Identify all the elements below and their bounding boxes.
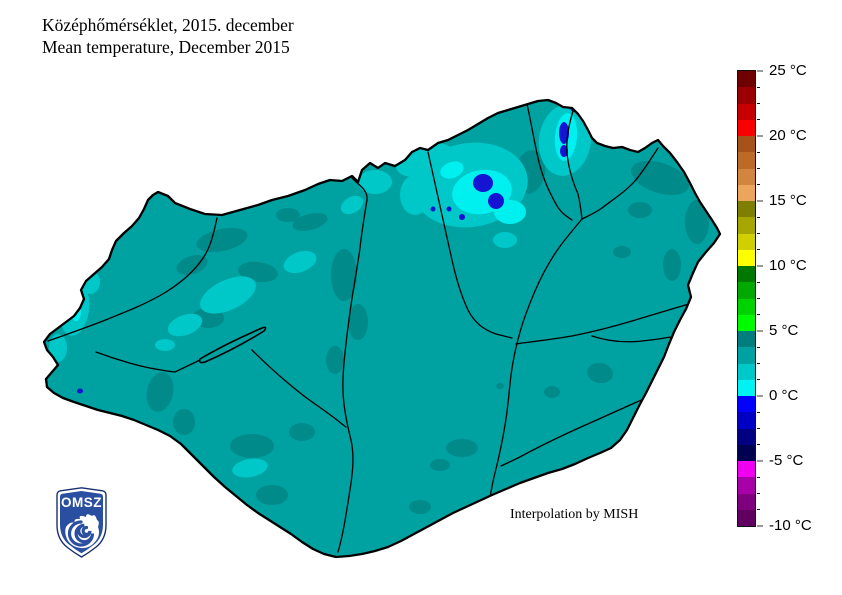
colorbar-segment: [738, 347, 755, 364]
colorbar-minor-tick: [757, 184, 760, 186]
colorbar-tick-label: 0 °C: [769, 387, 799, 404]
colorbar-segment: [738, 152, 755, 169]
logo-text: OMSZ: [61, 495, 102, 510]
colorbar-segment: [738, 103, 755, 120]
colorbar-segment: [738, 461, 755, 478]
colorbar-segment: [738, 493, 755, 510]
colorbar-major-tick: [757, 200, 763, 202]
colorbar-segment: [738, 331, 755, 348]
interpolation-note: Interpolation by MISH: [510, 507, 639, 522]
colorbar-minor-tick: [757, 428, 760, 429]
colorbar-segment: [738, 444, 755, 461]
colorbar-segment: [738, 119, 755, 136]
colorbar-segment: [738, 184, 755, 201]
colorbar-minor-tick: [757, 493, 760, 494]
colorbar-tick-label: 20 °C: [769, 127, 807, 144]
colorbar-segment: [738, 379, 755, 396]
colorbar-segment: [738, 298, 755, 315]
title-english: Mean temperature, December 2015: [42, 37, 290, 57]
colorbar-minor-tick: [757, 298, 760, 299]
river-koros: [515, 302, 693, 345]
colorbar-segment: [738, 87, 755, 104]
logo-wave-icon: [65, 514, 99, 549]
river-zala: [95, 351, 201, 373]
colorbar-segment: [738, 136, 755, 153]
river-sio: [251, 349, 347, 428]
river-danube: [337, 177, 368, 553]
colorbar-segment: [738, 282, 755, 299]
colorbar-tick-label: 25 °C: [769, 62, 807, 79]
river-tisza: [489, 218, 583, 498]
colorbar-major-tick: [757, 70, 763, 72]
colorbar-segment: [738, 201, 755, 218]
colorbar-tick-label: 10 °C: [769, 257, 807, 274]
colorbar-segment: [738, 71, 755, 88]
colorbar-segment: [738, 428, 755, 445]
colorbar-segment: [738, 266, 755, 283]
colorbar-segment: [738, 233, 755, 250]
colorbar-minor-tick: [757, 444, 760, 446]
rivers: [47, 103, 702, 553]
river-zagyva: [427, 151, 513, 339]
colorbar-minor-tick: [757, 216, 760, 218]
colorbar-tick-label: -5 °C: [769, 452, 804, 469]
colorbar-segment: [738, 363, 755, 380]
colorbar-minor-tick: [757, 411, 760, 413]
colorbar-major-tick: [757, 525, 763, 527]
river-bodrog: [566, 110, 583, 220]
colorbar-segment: [738, 217, 755, 234]
country-fill: [44, 100, 720, 557]
colder-patches: [49, 104, 592, 478]
river-raba: [47, 217, 218, 342]
colorbar-segment: [738, 396, 755, 413]
colorbar-minor-tick: [757, 346, 760, 348]
colorbar-minor-tick: [757, 168, 760, 169]
colorbar-tick-label: 5 °C: [769, 322, 799, 339]
colorbar-minor-tick: [757, 86, 760, 88]
colorbar-minor-tick: [757, 363, 760, 364]
colorbar-segment: [738, 168, 755, 185]
colorbar-major-tick: [757, 460, 763, 462]
colorbar-segment: [738, 249, 755, 266]
colorbar-minor-tick: [757, 249, 760, 251]
title-hungarian: Középhőmérséklet, 2015. december: [42, 15, 294, 35]
river-tisza-upper: [581, 147, 659, 220]
colorbar-major-tick: [757, 330, 763, 332]
colorbar-segment: [738, 314, 755, 331]
colorbar-minor-tick: [757, 314, 760, 316]
colorbar-tick-label: -10 °C: [769, 517, 812, 534]
colorbar-minor-tick: [757, 119, 760, 121]
colorbar-major-tick: [757, 135, 763, 137]
warmer-patches: [146, 147, 709, 514]
temperature-patches: [47, 103, 709, 553]
colorbar-minor-tick: [757, 151, 760, 153]
colorbar-segment: [738, 412, 755, 429]
colorbar-tick-label: 15 °C: [769, 192, 807, 209]
lake-balaton: [198, 326, 267, 364]
colorbar-major-tick: [757, 265, 763, 267]
temperature-colorbar: 25 °C 20 °C 15 °C 10 °C 5 °C 0 °C -5 °C -10 °C: [737, 62, 812, 534]
colorbar-minor-tick: [757, 509, 760, 511]
colorbar-minor-tick: [757, 476, 760, 478]
colorbar-segment: [738, 509, 755, 526]
colorbar-major-tick: [757, 395, 763, 397]
colorbar-minor-tick: [757, 103, 760, 104]
colorbar-minor-tick: [757, 233, 760, 234]
colorbar-minor-tick: [757, 379, 760, 381]
river-sajo: [526, 103, 573, 221]
colorbar-segment: [738, 477, 755, 494]
colorbar-minor-tick: [757, 281, 760, 283]
omsz-logo: OMSZ: [56, 487, 107, 558]
